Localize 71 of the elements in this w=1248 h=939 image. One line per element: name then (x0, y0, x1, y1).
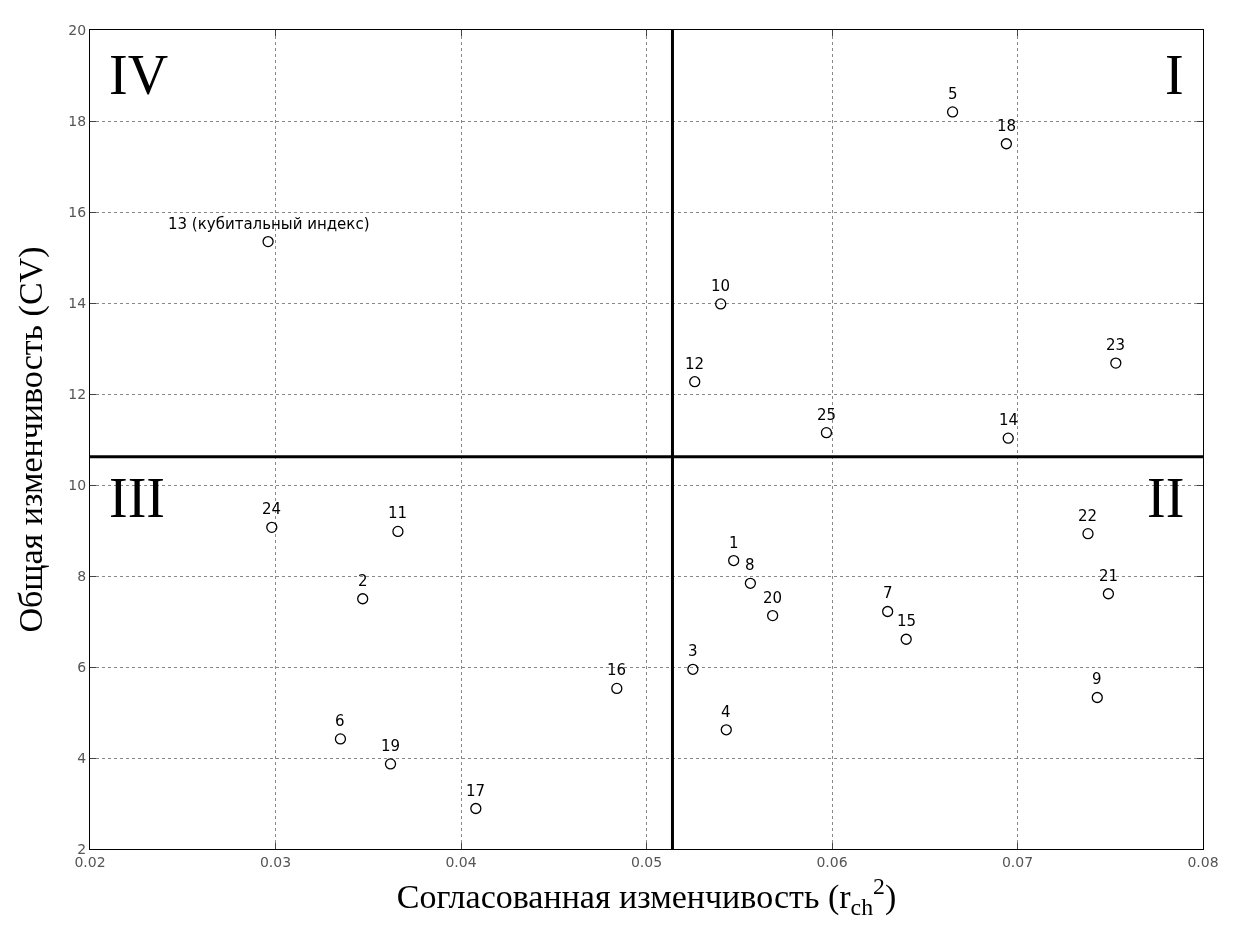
annotation: 6 (335, 712, 345, 730)
annotation: 2 (358, 572, 368, 590)
point (766, 609, 779, 622)
annotation: 4 (721, 703, 731, 721)
annotation: 8 (745, 556, 755, 574)
annotation: II (1147, 467, 1185, 529)
point (611, 682, 623, 695)
point (744, 577, 757, 589)
point (392, 525, 404, 538)
point (384, 758, 397, 770)
y-tick-label: 20 (68, 21, 87, 38)
annotation: 15 (897, 612, 917, 630)
point (728, 554, 740, 567)
point (687, 663, 699, 675)
point (900, 633, 912, 645)
annotation: 13 (кубитальный индекс) (168, 215, 370, 233)
point (1082, 528, 1094, 540)
point (720, 724, 732, 736)
x-tick-label: 0.03 (259, 853, 292, 870)
y-tick-label: 14 (68, 294, 87, 311)
annotation: IV (109, 44, 169, 106)
annotation: 17 (466, 782, 486, 800)
annotation: 19 (381, 737, 401, 755)
point (946, 106, 959, 118)
y-tick-label: 18 (68, 112, 87, 129)
y-tick-label: 12 (68, 385, 87, 402)
x-tick-label: 0.04 (445, 853, 477, 870)
x-tick-label: 0.07 (1001, 853, 1034, 870)
point (1110, 357, 1122, 369)
annotation: 3 (688, 642, 698, 660)
annotation: 10 (711, 277, 731, 295)
point (470, 802, 482, 815)
annotation: 7 (883, 584, 893, 602)
annotation: 23 (1106, 336, 1126, 354)
annotation: I (1165, 44, 1184, 106)
point (1091, 691, 1103, 704)
x-tick-label: 0.05 (630, 853, 663, 870)
point (882, 605, 894, 618)
point (266, 521, 278, 533)
annotation: 12 (685, 355, 705, 373)
point (334, 733, 347, 745)
y-axis-title: Общая изменчивость (CV) (11, 246, 50, 633)
annotation: 16 (607, 661, 627, 679)
point (715, 298, 727, 310)
annotation: 24 (262, 500, 282, 518)
annotation: 9 (1092, 670, 1102, 688)
point (1002, 432, 1014, 444)
annotation: 21 (1099, 567, 1119, 585)
annotation: 22 (1078, 507, 1098, 525)
annotation: 11 (388, 504, 408, 522)
y-tick-label: 10 (68, 476, 87, 493)
annotation: 1 (729, 534, 739, 552)
point (689, 376, 701, 388)
point (820, 427, 833, 439)
annotation: III (109, 467, 165, 529)
annotation: 14 (999, 411, 1019, 429)
x-axis-title: Согласованная изменчивость (r$_{ch}$$^{2}$) (396, 872, 897, 921)
annotation: 18 (997, 117, 1017, 135)
x-tick-label: 0.08 (1187, 853, 1219, 870)
point (262, 235, 274, 248)
y-tick-label: 4 (77, 749, 87, 766)
y-tick-label: 16 (68, 203, 87, 220)
y-tick-label: 8 (77, 567, 87, 584)
annotation: 20 (763, 589, 783, 607)
point (357, 593, 369, 605)
y-tick-label: 6 (77, 658, 87, 675)
point (1000, 138, 1013, 150)
annotation: 5 (948, 85, 958, 103)
x-tick-label: 0.06 (816, 853, 848, 870)
point (1102, 588, 1115, 600)
annotation: 25 (817, 406, 837, 424)
